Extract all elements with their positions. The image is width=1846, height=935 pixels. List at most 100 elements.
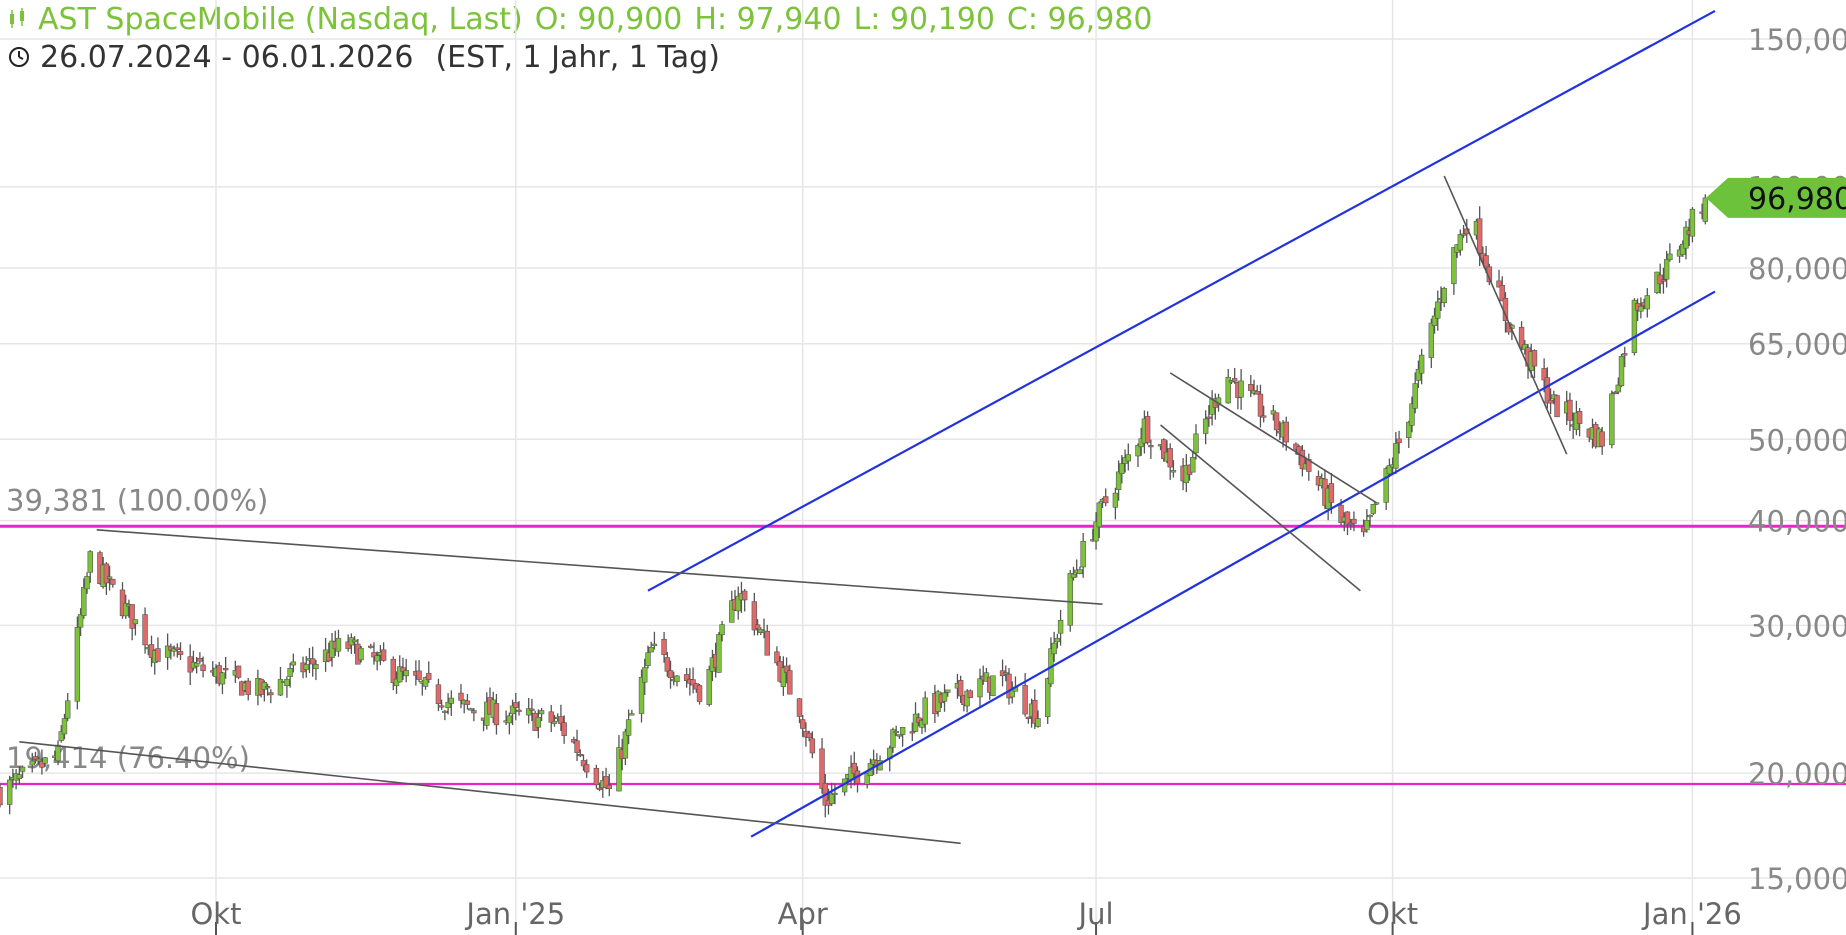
- candle-body: [164, 645, 171, 658]
- candle-body: [1283, 421, 1289, 443]
- candle-body: [603, 776, 609, 789]
- candle-body: [84, 576, 90, 590]
- candle-body: [193, 662, 200, 667]
- candle-body: [941, 692, 948, 702]
- candle-body: [1460, 233, 1467, 236]
- candle-body: [1370, 504, 1376, 514]
- candle-body: [1032, 699, 1038, 724]
- candle-body: [458, 692, 464, 701]
- channel-line[interactable]: [647, 9, 1716, 592]
- candle-body: [1070, 573, 1077, 578]
- candle-body: [55, 744, 61, 762]
- trend-line[interactable]: [96, 529, 1103, 606]
- candle-body: [1096, 502, 1102, 528]
- trend-line[interactable]: [1169, 372, 1377, 504]
- candle-body: [74, 627, 81, 702]
- last-price-label: 96,980: [1748, 182, 1846, 217]
- candle-body: [1522, 344, 1528, 350]
- x-tick-label: Jan '26: [1641, 897, 1742, 931]
- candle-body: [1435, 301, 1441, 319]
- candle-body: [645, 652, 651, 667]
- trend-line[interactable]: [19, 740, 961, 845]
- candle-body: [1351, 518, 1357, 524]
- candle-body: [368, 645, 374, 648]
- candle-body: [268, 692, 274, 696]
- candle-body: [584, 764, 590, 773]
- candle-body: [1193, 433, 1199, 454]
- candle-body: [464, 700, 471, 705]
- candle-body: [625, 719, 632, 736]
- candle-body: [780, 667, 787, 687]
- candle-body: [380, 649, 387, 661]
- chart-params: (EST, 1 Jahr, 1 Tag): [435, 40, 720, 75]
- trend-line[interactable]: [1443, 175, 1568, 455]
- candle-body: [1257, 393, 1264, 417]
- candle-body: [1248, 384, 1254, 391]
- candle-body: [1660, 279, 1667, 282]
- candle-body: [990, 675, 996, 696]
- candle-body: [1386, 465, 1393, 475]
- candle-body: [558, 716, 564, 725]
- candle-body: [261, 681, 268, 690]
- candle-body: [426, 673, 432, 680]
- candle-body: [1057, 620, 1064, 634]
- channel-line[interactable]: [750, 290, 1716, 838]
- candle-body: [1022, 685, 1028, 715]
- chart-header-title-row: AST SpaceMobile (Nasdaq, Last) O: 90,900 H…: [8, 2, 1152, 38]
- candle-body: [1567, 399, 1573, 421]
- candle-body: [796, 698, 803, 717]
- candle-body: [1638, 305, 1644, 312]
- candle-body: [1409, 403, 1415, 426]
- x-tick-label: Jul: [1077, 897, 1114, 931]
- candle-body: [197, 658, 203, 662]
- candle-body: [374, 655, 380, 662]
- candle-body: [87, 551, 93, 573]
- candle-body: [1622, 353, 1628, 356]
- candle-body: [110, 578, 116, 585]
- candle-body: [0, 786, 3, 806]
- candle-body: [403, 670, 409, 677]
- candle-body: [1431, 315, 1438, 326]
- candle-body: [1396, 438, 1402, 443]
- candle-body: [529, 708, 535, 711]
- candle-body: [1148, 445, 1154, 448]
- candle-body: [735, 595, 741, 612]
- candle-body: [61, 718, 68, 735]
- candle-body: [77, 614, 84, 628]
- candle-body: [1190, 456, 1196, 473]
- candle-body: [967, 690, 974, 698]
- candle-body: [448, 697, 455, 704]
- candle-body: [1418, 354, 1425, 374]
- candle-body: [81, 586, 87, 616]
- candle-body: [1631, 299, 1638, 354]
- instrument-name: AST SpaceMobile (Nasdaq, Last): [38, 2, 523, 37]
- candle-body: [245, 680, 251, 695]
- candle-body: [506, 715, 513, 724]
- candle-body: [893, 730, 899, 734]
- candle-body: [706, 668, 712, 705]
- candle-body: [1383, 468, 1389, 503]
- candle-body: [277, 679, 284, 696]
- candle-body: [787, 670, 793, 695]
- candle-body: [509, 705, 516, 715]
- candle-body: [39, 761, 45, 768]
- candle-body: [1412, 383, 1418, 409]
- trend-line[interactable]: [1160, 424, 1361, 592]
- candle-body: [716, 634, 722, 673]
- candle-body: [1231, 378, 1238, 382]
- candle-body: [667, 670, 674, 679]
- candle-body: [638, 676, 645, 714]
- candle-body: [235, 665, 242, 678]
- level-label: 39,381 (100.00%): [6, 483, 268, 517]
- candle-body: [142, 614, 148, 646]
- low-value: L: 90,190: [853, 2, 995, 37]
- candle-body: [35, 758, 42, 762]
- candle-body: [329, 640, 335, 658]
- candle-body: [132, 619, 139, 625]
- candle-body: [1612, 391, 1618, 394]
- candle-body: [1544, 377, 1551, 404]
- candle-body: [754, 624, 761, 629]
- candle-body: [1238, 380, 1244, 398]
- candle-body: [1170, 470, 1177, 473]
